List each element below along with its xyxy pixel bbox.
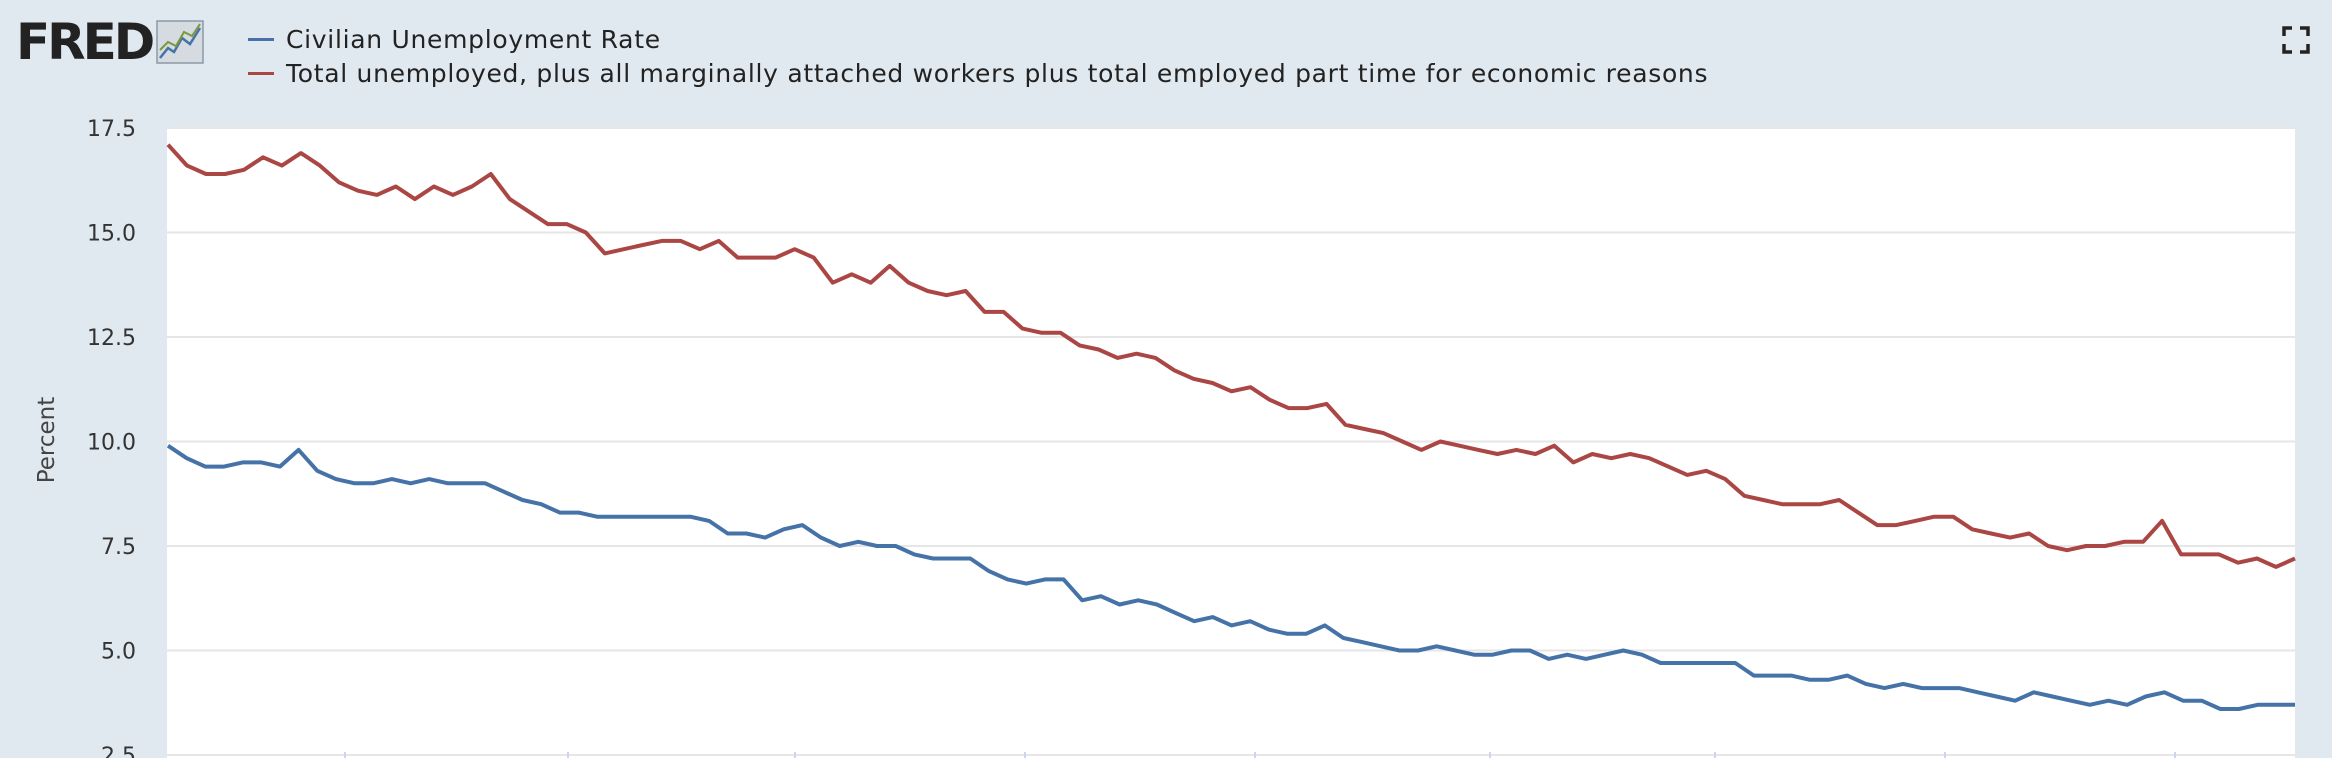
y-axis-ticks: 2.5 5.0 7.5 10.0 12.5 15.0 17.5 — [87, 117, 136, 758]
y-tick-label: 17.5 — [87, 117, 136, 142]
plot-area — [167, 128, 2295, 758]
fred-logo[interactable]: FRED — [16, 13, 205, 71]
y-tick-label: 5.0 — [101, 640, 136, 665]
legend-label: Total unemployed, plus all marginally at… — [286, 58, 1709, 88]
legend-swatch-red — [248, 71, 274, 75]
y-tick-label: 7.5 — [101, 535, 136, 560]
series-line-civilian-unemployment[interactable] — [166, 444, 2295, 711]
y-tick-label: 15.0 — [87, 222, 136, 247]
legend-label: Civilian Unemployment Rate — [286, 24, 661, 54]
series-line-u6[interactable] — [166, 143, 2296, 569]
legend-item-civilian-unemployment[interactable]: Civilian Unemployment Rate — [248, 22, 1708, 56]
y-tick-label: 10.0 — [87, 431, 136, 456]
y-axis-label: Percent — [34, 397, 60, 484]
x-axis-ticks — [344, 752, 2176, 758]
series-lines — [166, 143, 2296, 711]
chart-legend: Civilian Unemployment Rate Total unemplo… — [248, 22, 1708, 90]
fullscreen-icon[interactable] — [2282, 26, 2310, 54]
y-tick-label: 12.5 — [87, 326, 136, 351]
legend-item-u6[interactable]: Total unemployed, plus all marginally at… — [248, 56, 1708, 90]
gridlines — [167, 127, 2295, 756]
y-tick-label: 2.5 — [101, 744, 136, 758]
fred-logo-text: FRED — [16, 13, 155, 71]
sparkline-graph-icon — [156, 20, 205, 64]
legend-swatch-blue — [248, 37, 274, 41]
